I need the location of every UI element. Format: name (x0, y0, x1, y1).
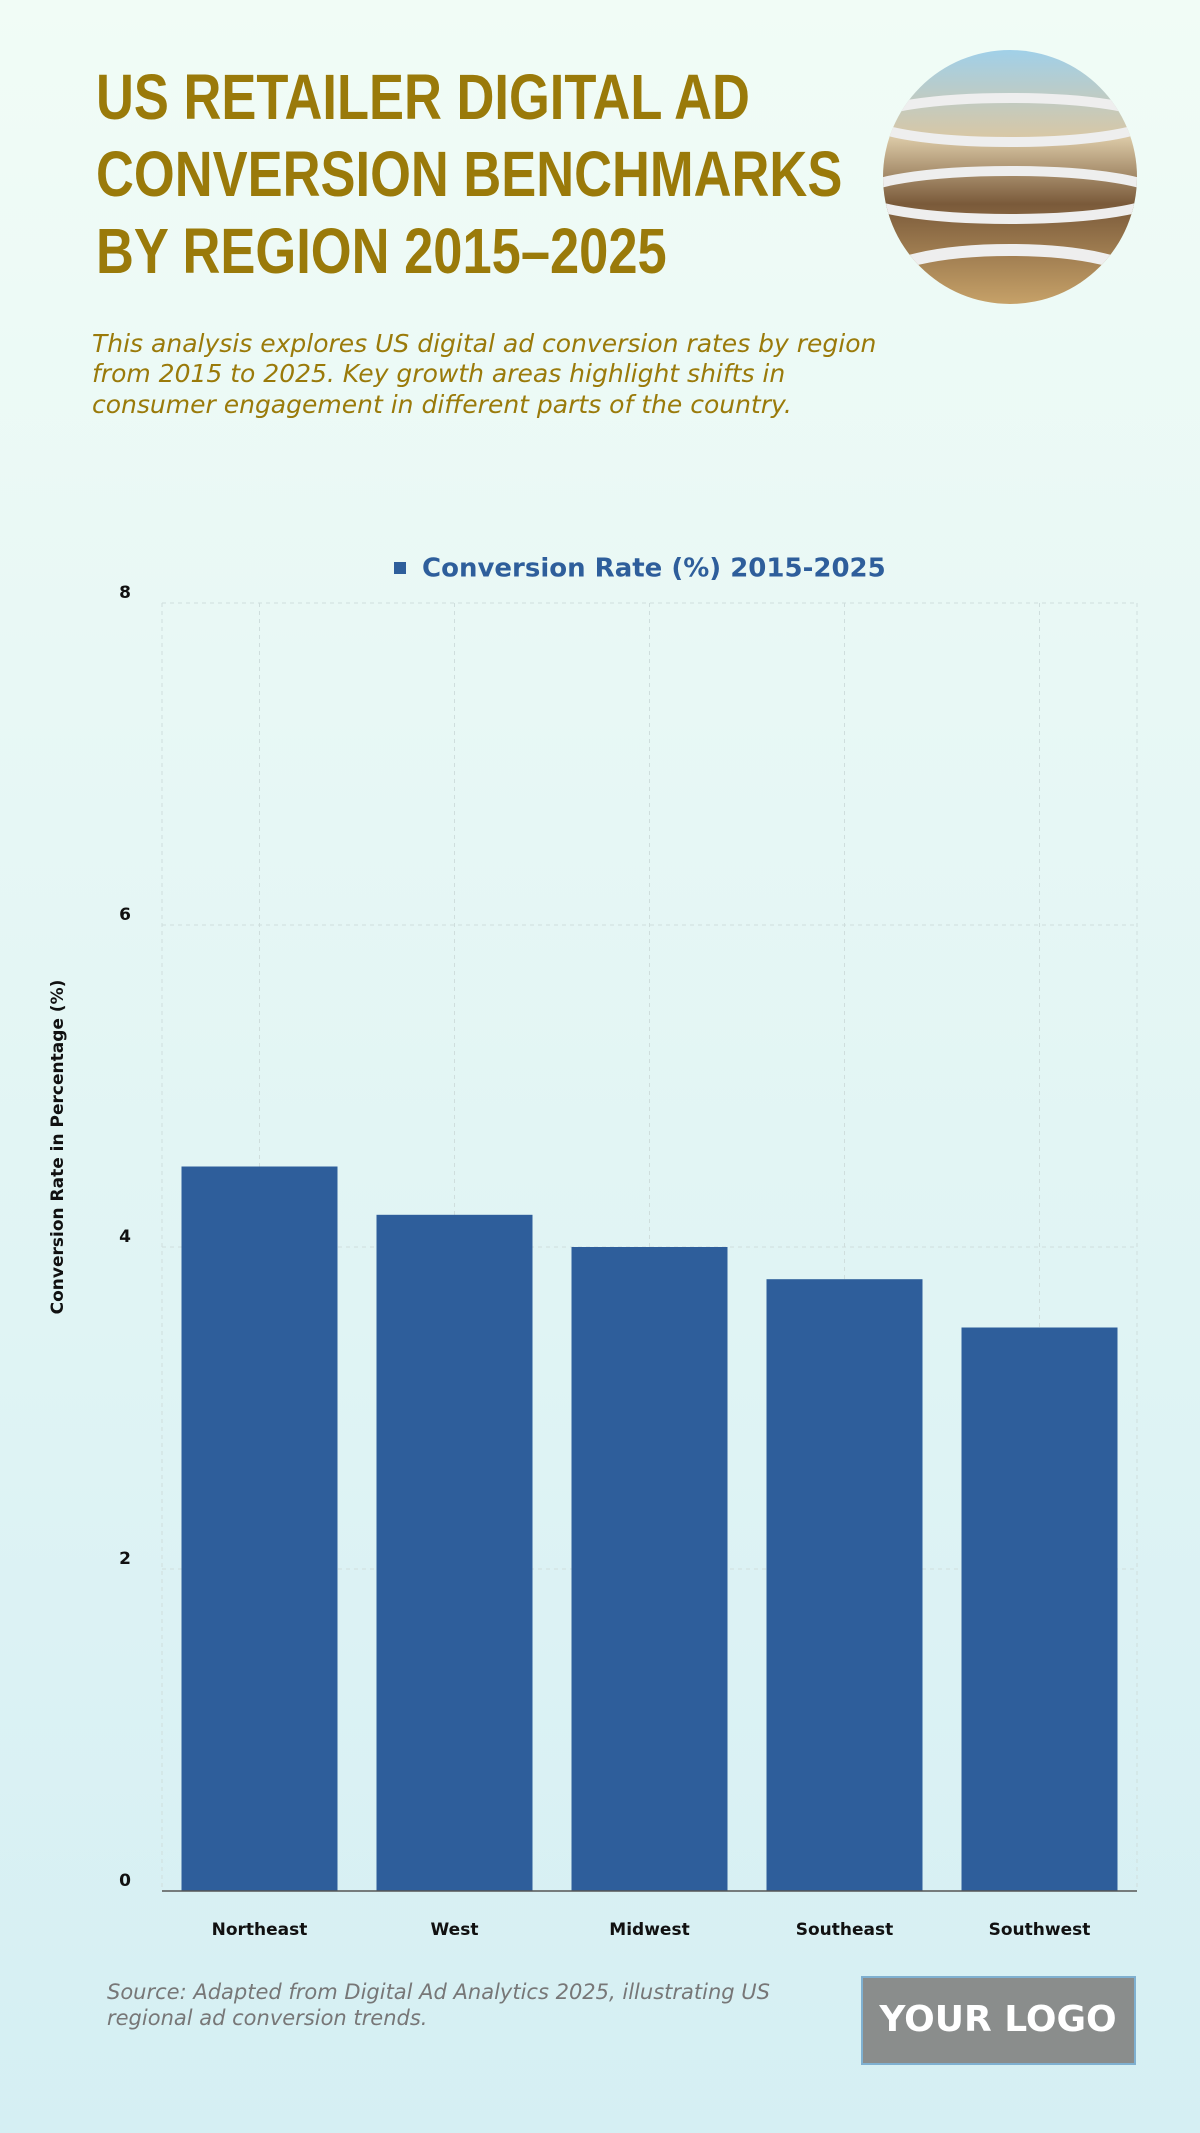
y-tick-label: 2 (119, 1549, 131, 1569)
title: BY REGION 2015–2025 (96, 216, 667, 287)
y-axis-title: Conversion Rate in Percentage (%) (48, 980, 68, 1315)
x-tick-label: Southeast (796, 1920, 894, 1940)
y-tick-label: 6 (119, 905, 131, 925)
bar (961, 1327, 1118, 1891)
legend-label: Conversion Rate (%) 2015-2025 (422, 554, 886, 584)
bar (181, 1166, 338, 1891)
legend-swatch (394, 562, 406, 574)
y-tick-label: 8 (119, 583, 131, 603)
title: CONVERSION BENCHMARKS (96, 139, 842, 210)
subtitle: This analysis explores US digital ad con… (92, 329, 876, 358)
header-image (883, 50, 1137, 304)
subtitle: from 2015 to 2025. Key growth areas high… (92, 359, 785, 388)
logo-box (861, 1976, 1136, 2065)
logo: YOUR LOGO (878, 1999, 1116, 2040)
x-tick-label: Southwest (989, 1920, 1091, 1940)
x-tick-label: West (431, 1920, 479, 1940)
y-tick-label: 0 (119, 1871, 131, 1891)
title: US RETAILER DIGITAL AD (96, 62, 750, 133)
x-tick-label: Northeast (212, 1920, 308, 1940)
source: regional ad conversion trends. (107, 2006, 427, 2030)
source: Source: Adapted from Digital Ad Analytic… (107, 1980, 770, 2004)
subtitle: consumer engagement in different parts o… (92, 390, 792, 419)
x-tick-label: Midwest (609, 1920, 689, 1940)
y-tick-label: 4 (119, 1227, 131, 1247)
bar (766, 1279, 923, 1891)
bar (571, 1247, 728, 1891)
bar (376, 1214, 533, 1891)
